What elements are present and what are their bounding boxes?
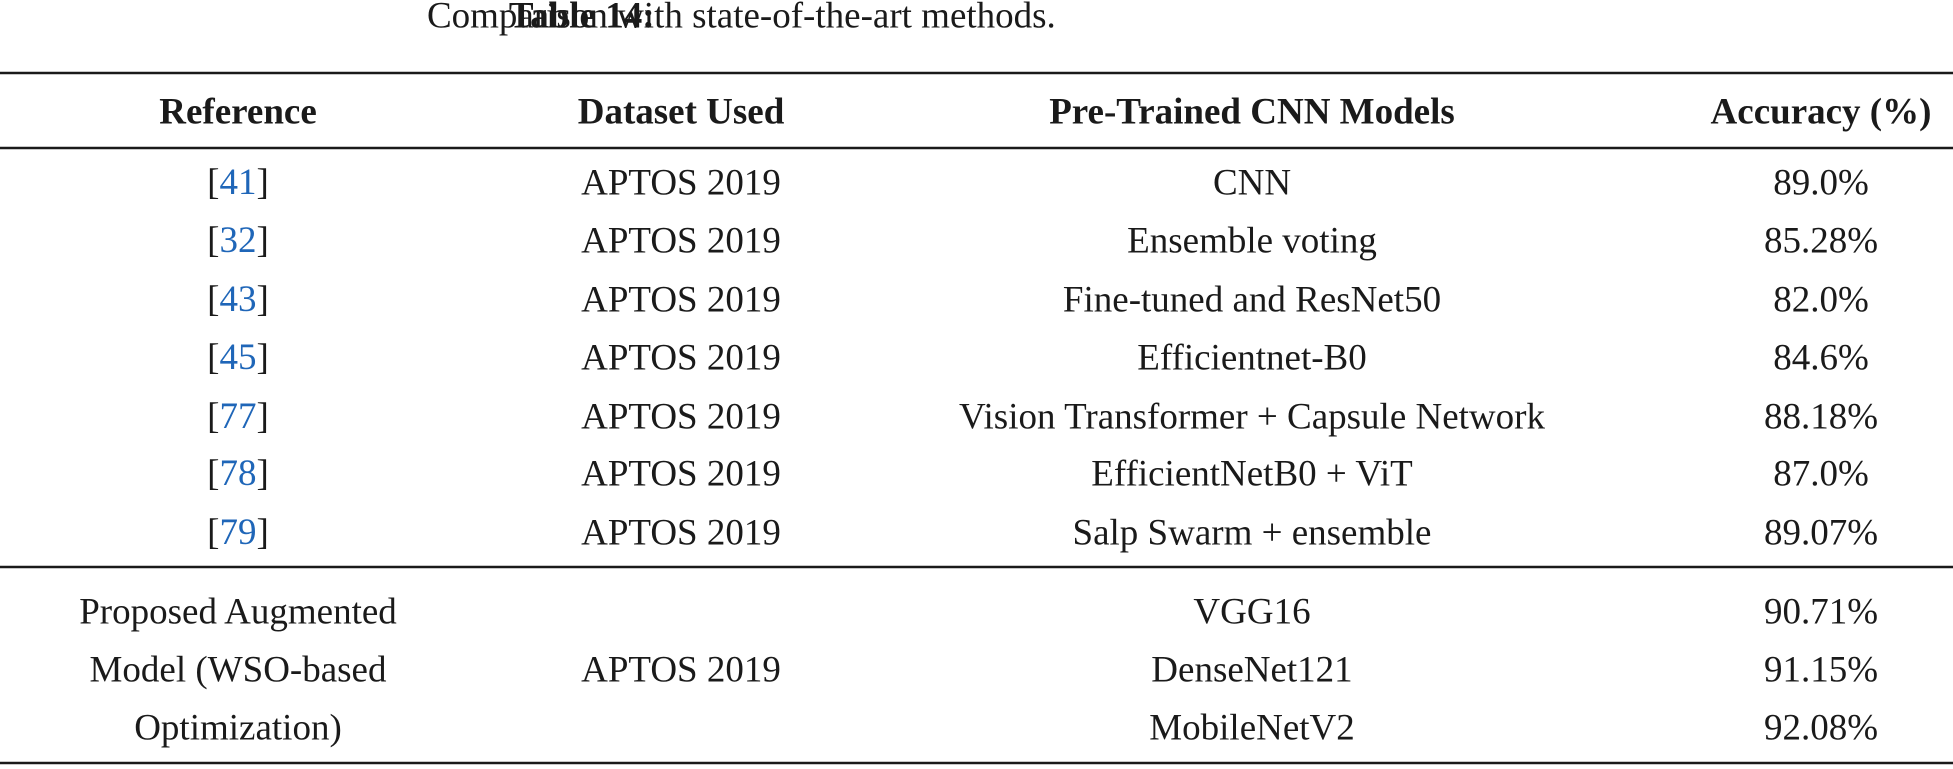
dataset-cell: APTOS 2019 — [581, 279, 781, 320]
dataset-cell: APTOS 2019 — [581, 453, 781, 494]
caption-text: Comparison with state-of-the-art methods… — [427, 0, 1056, 36]
accuracy-cell: 89.07% — [1764, 512, 1878, 553]
header-reference: Reference — [159, 91, 317, 132]
dataset-cell: APTOS 2019 — [581, 512, 781, 553]
reference-cell: [77] — [207, 396, 269, 437]
proposed-reference-line: Optimization) — [134, 707, 342, 748]
reference-cell: [79] — [207, 512, 269, 553]
accuracy-cell: 85.28% — [1764, 220, 1878, 261]
proposed-model: DenseNet121 — [1151, 649, 1352, 690]
accuracy-cell: 87.0% — [1773, 453, 1869, 494]
model-cell: EfficientNetB0 + ViT — [1091, 453, 1412, 494]
proposed-accuracy: 90.71% — [1764, 591, 1878, 632]
proposed-reference-line: Model (WSO-based — [90, 649, 387, 690]
proposed-accuracy: 91.15% — [1764, 649, 1878, 690]
proposed-dataset: APTOS 2019 — [581, 649, 781, 690]
caption-label: Table 14: — [509, 0, 655, 36]
header-accuracy: Accuracy (%) — [1711, 91, 1932, 132]
reference-cell: [43] — [207, 279, 269, 320]
header-model: Pre-Trained CNN Models — [1049, 91, 1455, 132]
header-dataset: Dataset Used — [578, 91, 785, 132]
accuracy-cell: 88.18% — [1764, 396, 1878, 437]
reference-cell: [41] — [207, 162, 269, 203]
accuracy-cell: 82.0% — [1773, 279, 1869, 320]
model-cell: Vision Transformer + Capsule Network — [959, 396, 1545, 437]
model-cell: Salp Swarm + ensemble — [1073, 512, 1432, 553]
dataset-cell: APTOS 2019 — [581, 162, 781, 203]
proposed-model: MobileNetV2 — [1149, 707, 1355, 748]
proposed-model: VGG16 — [1193, 591, 1310, 632]
model-cell: Fine-tuned and ResNet50 — [1063, 279, 1441, 320]
accuracy-cell: 89.0% — [1773, 162, 1869, 203]
model-cell: CNN — [1213, 162, 1291, 203]
model-cell: Ensemble voting — [1127, 220, 1377, 261]
dataset-cell: APTOS 2019 — [581, 337, 781, 378]
reference-cell: [45] — [207, 337, 269, 378]
proposed-accuracy: 92.08% — [1764, 707, 1878, 748]
proposed-reference-line: Proposed Augmented — [79, 591, 397, 632]
accuracy-cell: 84.6% — [1773, 337, 1869, 378]
dataset-cell: APTOS 2019 — [581, 220, 781, 261]
reference-cell: [78] — [207, 453, 269, 494]
model-cell: Efficientnet-B0 — [1137, 337, 1366, 378]
dataset-cell: APTOS 2019 — [581, 396, 781, 437]
reference-cell: [32] — [207, 220, 269, 261]
